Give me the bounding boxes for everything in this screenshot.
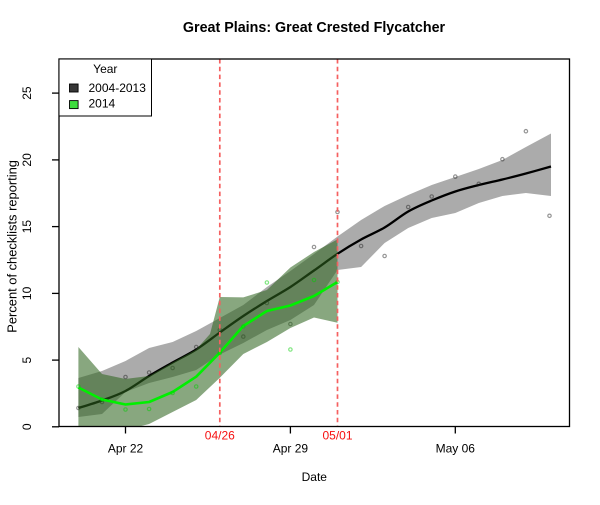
svg-text:10: 10	[20, 286, 34, 300]
svg-text:20: 20	[20, 153, 34, 167]
svg-text:Date: Date	[302, 470, 328, 484]
svg-text:25: 25	[20, 86, 34, 100]
svg-text:2004-2013: 2004-2013	[89, 81, 147, 95]
svg-text:04/26: 04/26	[205, 428, 235, 442]
svg-text:5: 5	[20, 356, 34, 363]
svg-text:Percent of checklists reportin: Percent of checklists reporting	[4, 160, 19, 333]
svg-text:Great Plains: Great Crested Fl: Great Plains: Great Crested Flycatcher	[183, 20, 446, 36]
svg-text:0: 0	[20, 423, 34, 430]
svg-text:2014: 2014	[89, 96, 116, 110]
svg-text:05/01: 05/01	[322, 428, 352, 442]
svg-text:Apr 22: Apr 22	[108, 442, 144, 456]
svg-text:Apr 29: Apr 29	[273, 442, 309, 456]
svg-text:15: 15	[20, 220, 34, 234]
svg-text:Year: Year	[93, 62, 117, 76]
svg-text:May 06: May 06	[436, 442, 476, 456]
